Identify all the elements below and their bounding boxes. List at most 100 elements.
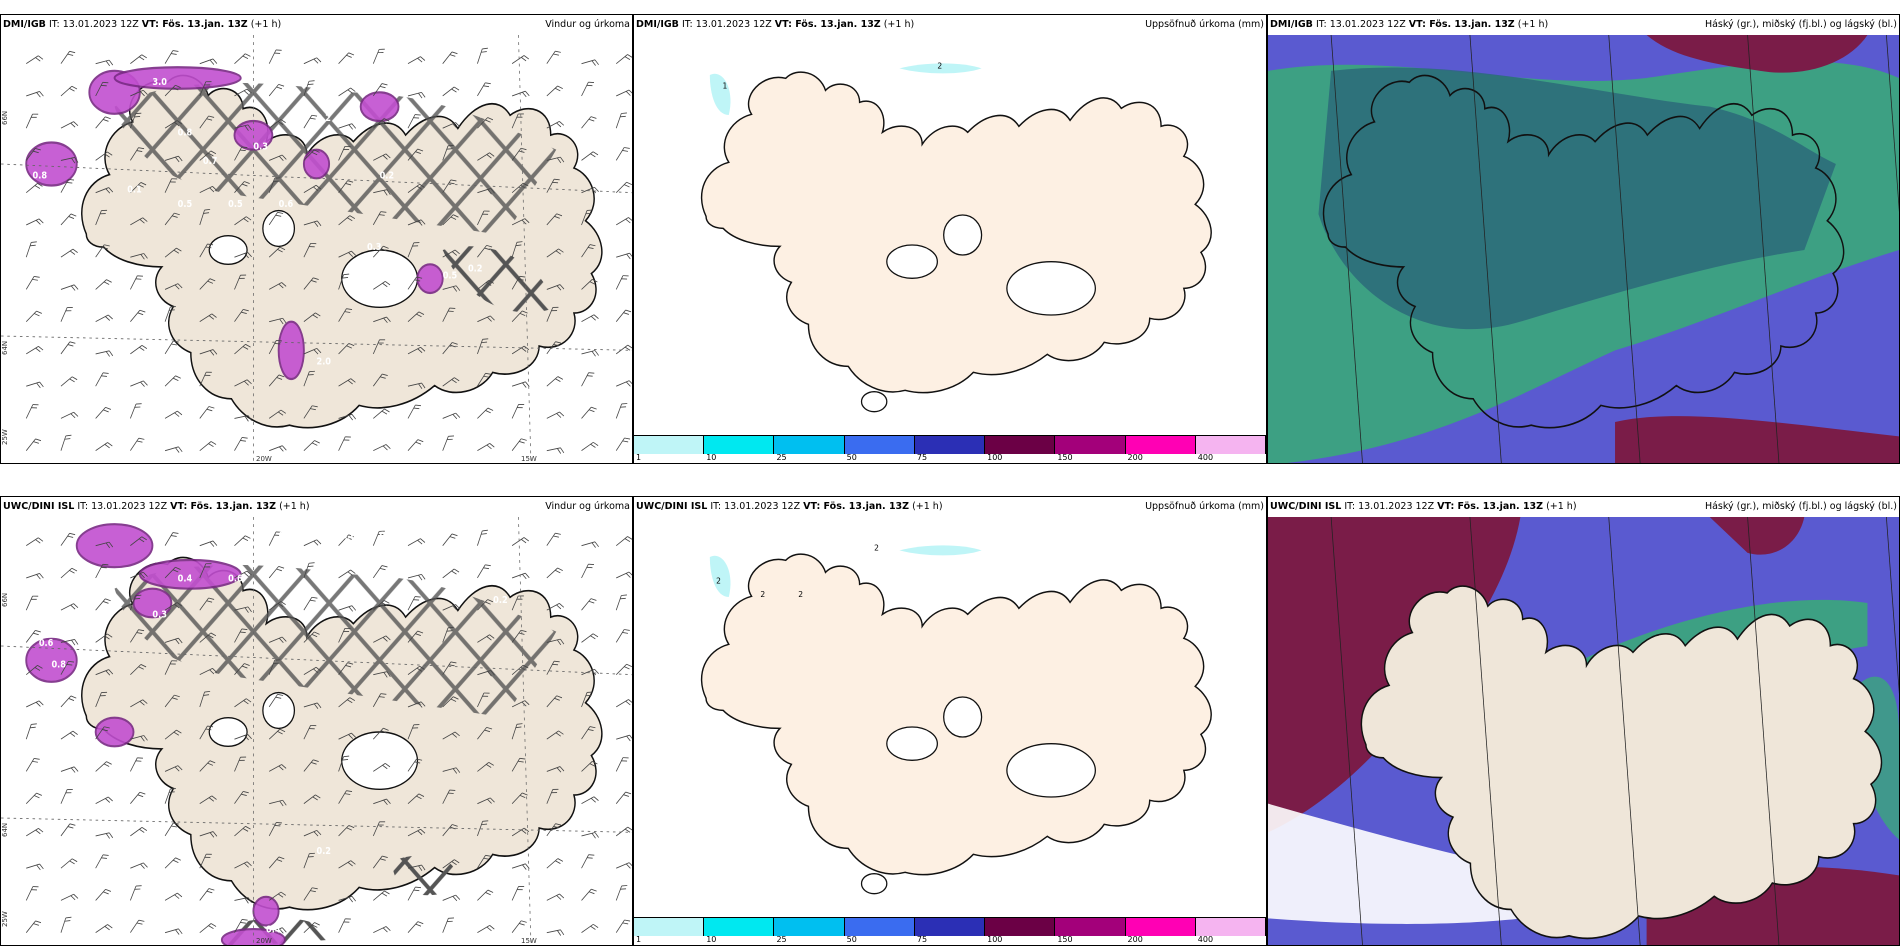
wind-barb — [477, 443, 495, 452]
wind-barb — [616, 571, 632, 579]
wind-barb — [546, 929, 565, 936]
colorbar-segment — [1195, 436, 1266, 454]
wind-barb — [546, 602, 565, 611]
wind-barb — [26, 573, 44, 580]
wind-barb — [268, 728, 286, 740]
wind-barb — [164, 694, 180, 708]
glacier-outline — [860, 391, 888, 413]
wind-barb — [511, 723, 523, 740]
wind-barb — [511, 310, 528, 322]
precip-value-label: 0.8 — [178, 128, 193, 139]
wind-barb — [60, 567, 78, 579]
precip-value-label: 0.3 — [367, 243, 382, 254]
wind-barb — [581, 244, 596, 258]
wind-barb — [442, 412, 461, 420]
wind-barb — [303, 922, 320, 933]
wind-barb — [130, 217, 148, 226]
wind-barb — [407, 91, 426, 99]
wind-barb — [546, 178, 560, 193]
wind-barb — [199, 831, 218, 838]
wind-barb — [338, 755, 350, 772]
wind-barb — [130, 112, 142, 129]
precip-value-label: 1.7 — [291, 63, 306, 74]
colorbar — [634, 917, 1266, 936]
wind-barb — [164, 857, 181, 869]
wind-barb — [130, 594, 142, 611]
wind-barb — [338, 534, 355, 546]
wind-barb — [95, 598, 111, 611]
wind-barb — [60, 376, 78, 387]
wind-barb — [303, 852, 315, 869]
wind-barb — [373, 245, 389, 258]
precip-area — [220, 928, 286, 945]
wind-barb — [60, 178, 75, 193]
wind-barb — [303, 829, 322, 837]
wind-barb — [581, 278, 598, 290]
panel-header: UWC/DINI ISL IT: 13.01.2023 12Z VT: Fös.… — [1268, 497, 1899, 517]
wind-barb — [546, 567, 563, 579]
wind-barb — [581, 796, 599, 805]
coastline — [1322, 74, 1845, 429]
wind-barb — [372, 48, 385, 64]
wind-barb — [616, 734, 632, 742]
wind-barb — [477, 797, 495, 805]
wind-barb — [95, 372, 109, 387]
precip-value-label: 0.3 — [152, 610, 167, 621]
wind-barb — [269, 927, 287, 934]
wind-barb — [407, 538, 426, 547]
wind-barb — [269, 636, 287, 643]
wind-barb — [581, 314, 599, 323]
wind-barb — [60, 766, 79, 773]
wind-barb — [373, 798, 391, 806]
wind-barb — [407, 793, 425, 805]
wind-barb — [338, 918, 351, 933]
map-canvas: 0.5 0.7 0.6 0.6 0.6 0.6 0.4 0.6 0.2 0.6 0.8 0.3 0.2 0… — [1, 517, 632, 945]
wind-barb — [60, 893, 79, 901]
wind-barb — [407, 828, 426, 837]
glacier-outline — [1006, 743, 1096, 798]
wind-barb — [164, 765, 183, 772]
wind-barb — [546, 893, 565, 901]
colorbar-tick-label: 25 — [776, 935, 787, 944]
colorbar-tick-label: 1 — [636, 453, 642, 462]
wind-barb — [234, 124, 252, 131]
map-canvas: 2 2 2 2 — [700, 543, 1212, 895]
colorbar-tick-label: 200 — [1127, 453, 1143, 462]
wind-barb — [303, 539, 322, 547]
wind-barb — [372, 339, 386, 355]
wind-barb — [268, 177, 281, 193]
wind-barb — [616, 252, 632, 260]
wind-barb — [164, 375, 181, 387]
wind-barb — [130, 437, 145, 451]
wind-barb — [546, 638, 565, 646]
lat-label: 64N — [1, 822, 9, 837]
wind-barb — [477, 529, 488, 546]
wind-barb — [546, 411, 565, 419]
wind-barb — [199, 632, 217, 643]
wind-barb — [581, 633, 599, 643]
wind-barb — [234, 274, 247, 290]
wind-barb — [442, 789, 456, 804]
precip-value-label: 0.2 — [468, 264, 483, 275]
wind-barb — [407, 382, 426, 390]
wind-barb — [234, 570, 252, 579]
wind-barb — [164, 212, 180, 226]
lead-time: (+1 h) — [279, 501, 310, 512]
wind-barb — [442, 307, 456, 322]
precip-value-label: 0.5 — [455, 71, 470, 82]
wind-barb — [95, 633, 113, 643]
colorbar-segment — [704, 436, 775, 454]
lon-label: 15W — [521, 937, 537, 945]
wind-barb — [581, 726, 596, 740]
wind-barb — [130, 89, 148, 97]
wind-barb — [581, 541, 599, 548]
colorbar-segment — [985, 436, 1056, 454]
wind-barb — [442, 824, 458, 837]
colorbar-ticks: 1 10 25 50 75 100 150 200 400 — [634, 935, 1266, 945]
wind-barb — [511, 537, 529, 547]
wind-barb — [511, 792, 528, 804]
lat-label: 64N — [1, 340, 9, 355]
wind-barb — [442, 533, 458, 546]
wind-barb — [373, 671, 391, 678]
init-time: IT: 13.01.2023 12Z — [1315, 19, 1406, 30]
